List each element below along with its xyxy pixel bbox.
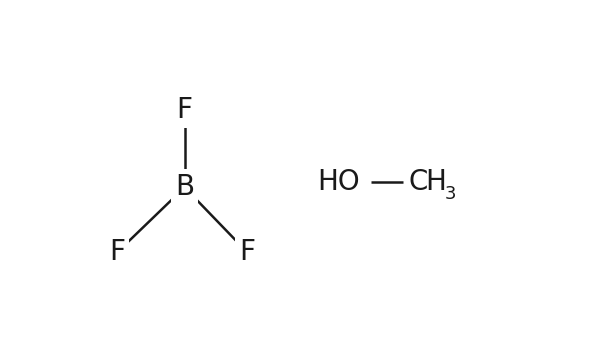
Text: HO: HO <box>317 168 359 196</box>
Text: C: C <box>408 168 427 196</box>
Text: B: B <box>175 174 194 201</box>
Text: 3: 3 <box>445 185 456 203</box>
Text: F: F <box>109 238 125 266</box>
Text: H: H <box>426 168 447 196</box>
Text: F: F <box>239 238 255 266</box>
Text: F: F <box>177 96 192 124</box>
